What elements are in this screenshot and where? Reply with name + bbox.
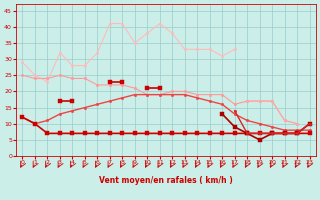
X-axis label: Vent moyen/en rafales ( km/h ): Vent moyen/en rafales ( km/h ) bbox=[99, 176, 233, 185]
